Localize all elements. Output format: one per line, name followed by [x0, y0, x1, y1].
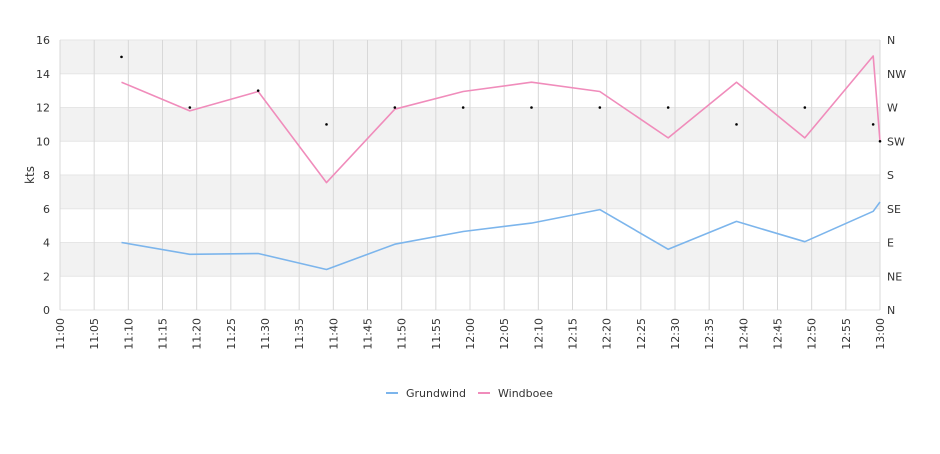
y-tick-label: 16 — [36, 34, 50, 47]
direction-marker — [735, 123, 738, 126]
direction-marker — [325, 123, 328, 126]
x-tick-label: 12:00 — [464, 318, 477, 350]
direction-marker — [530, 106, 533, 109]
y2-tick-label: E — [887, 237, 894, 250]
x-tick-label: 11:15 — [157, 318, 170, 350]
x-tick-label: 12:45 — [772, 318, 785, 350]
x-tick-label: 11:35 — [293, 318, 306, 350]
y-axis-title: kts — [23, 166, 37, 184]
direction-marker — [871, 123, 875, 126]
x-tick-label: 12:15 — [567, 318, 580, 350]
y2-tick-label: NW — [887, 68, 906, 81]
x-tick-label: 11:50 — [396, 318, 409, 350]
direction-marker — [666, 106, 670, 109]
y2-tick-label: SE — [887, 203, 901, 216]
direction-marker — [878, 139, 882, 143]
x-tick-label: 11:25 — [225, 318, 238, 350]
y-tick-label: 12 — [36, 102, 50, 115]
y2-tick-label: S — [887, 169, 894, 182]
y2-tick-label: SW — [887, 135, 905, 148]
x-tick-label: 12:30 — [669, 318, 682, 350]
y-tick-label: 14 — [36, 68, 50, 81]
direction-marker — [803, 106, 807, 109]
direction-marker — [598, 106, 602, 109]
y2-tick-label: NE — [887, 270, 902, 283]
direction-marker — [256, 89, 260, 92]
x-tick-label: 11:05 — [88, 318, 101, 350]
x-tick-label: 12:20 — [601, 318, 614, 350]
x-tick-label: 11:20 — [191, 318, 204, 350]
y2-tick-label: N — [887, 34, 895, 47]
x-tick-label: 11:00 — [54, 318, 67, 350]
x-tick-label: 13:00 — [874, 318, 887, 350]
direction-marker — [188, 106, 192, 109]
x-tick-label: 12:40 — [737, 318, 750, 350]
y2-tick-label: W — [887, 102, 898, 115]
y-tick-label: 2 — [43, 270, 50, 283]
series-line-grundwind — [121, 201, 881, 271]
y2-tick-label: N — [887, 304, 895, 317]
x-tick-label: 12:10 — [532, 318, 545, 350]
y-tick-label: 0 — [43, 304, 50, 317]
x-tick-label: 11:10 — [122, 318, 135, 350]
x-tick-label: 12:05 — [498, 318, 511, 350]
direction-marker — [461, 106, 465, 109]
direction-marker — [393, 106, 397, 109]
x-tick-label: 11:45 — [362, 318, 375, 350]
legend-label-grundwind: Grundwind — [406, 387, 466, 400]
x-tick-label: 12:35 — [703, 318, 716, 350]
x-tick-label: 11:30 — [259, 318, 272, 350]
y-tick-label: 6 — [43, 203, 50, 216]
x-tick-label: 11:55 — [430, 318, 443, 350]
y-tick-label: 8 — [43, 169, 50, 182]
x-tick-label: 11:40 — [327, 318, 340, 350]
direction-marker — [120, 55, 123, 59]
legend-label-windboee: Windboee — [498, 387, 553, 400]
y-tick-label: 4 — [43, 237, 50, 250]
x-tick-label: 12:25 — [635, 318, 648, 350]
x-tick-label: 12:55 — [840, 318, 853, 350]
x-tick-label: 12:50 — [806, 318, 819, 350]
y-tick-label: 10 — [36, 135, 50, 148]
